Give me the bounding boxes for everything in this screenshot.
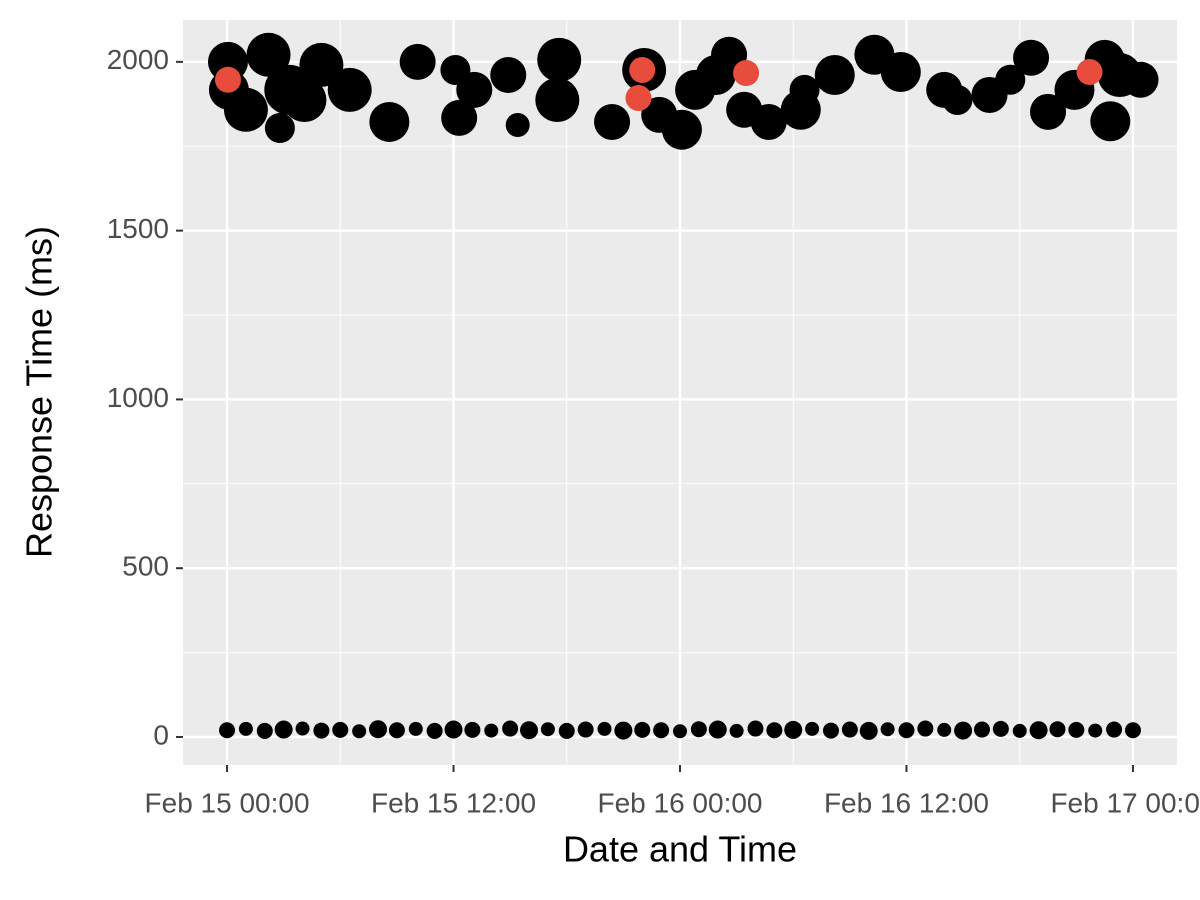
point	[942, 85, 973, 116]
point	[954, 721, 973, 740]
y-tick-label: 500	[122, 551, 169, 582]
point	[814, 55, 855, 96]
y-axis-title: Response Time (ms)	[19, 226, 60, 558]
point	[327, 67, 372, 112]
point	[973, 721, 990, 738]
point	[444, 720, 463, 739]
y-tick-label: 1500	[107, 213, 169, 244]
point	[789, 74, 820, 105]
point	[673, 724, 687, 739]
point	[558, 722, 575, 739]
point	[992, 720, 1009, 737]
point	[1013, 39, 1050, 76]
marks	[207, 32, 1159, 740]
point	[937, 722, 952, 737]
point	[1076, 58, 1103, 85]
point	[614, 721, 633, 740]
point	[223, 87, 268, 132]
point	[219, 722, 236, 739]
point	[1049, 721, 1066, 738]
point	[505, 112, 530, 137]
point	[535, 78, 580, 123]
point	[238, 721, 253, 736]
point	[352, 724, 367, 739]
point	[1090, 101, 1131, 142]
point	[859, 721, 878, 740]
point	[332, 721, 349, 738]
point	[1106, 721, 1123, 738]
point	[441, 99, 478, 136]
point	[880, 722, 895, 737]
point	[399, 43, 436, 80]
point	[1088, 723, 1103, 738]
x-tick-label: Feb 16 12:00	[824, 787, 989, 818]
point	[1012, 723, 1027, 738]
point	[750, 103, 787, 140]
point	[537, 37, 582, 82]
axes: 0 500 1000 1500 2000 Feb 15 00:00 Feb 15 12:00…	[107, 44, 1200, 818]
y-tick-label: 0	[153, 719, 169, 750]
point	[369, 101, 410, 142]
y-tick-label: 2000	[107, 44, 169, 75]
point	[577, 721, 594, 738]
point	[594, 103, 631, 140]
point	[282, 78, 327, 123]
point	[426, 722, 443, 739]
point	[747, 720, 764, 737]
point	[653, 722, 670, 739]
point	[313, 722, 330, 739]
point	[264, 113, 295, 144]
x-tick-label: Feb 16 00:00	[597, 787, 762, 818]
point	[464, 721, 481, 738]
point	[1029, 721, 1048, 740]
point	[540, 722, 555, 737]
grid	[183, 20, 1177, 765]
x-tick-label: Feb 15 00:00	[145, 787, 310, 818]
point	[256, 722, 273, 739]
point	[408, 721, 423, 736]
point	[520, 721, 539, 740]
point	[995, 64, 1026, 95]
point	[1030, 93, 1067, 130]
point	[841, 721, 858, 738]
point	[898, 722, 915, 739]
point	[822, 722, 839, 739]
point	[369, 720, 388, 739]
point	[295, 721, 310, 736]
point	[917, 720, 934, 737]
point	[880, 51, 921, 92]
x-tick-label: Feb 17 00:00	[1050, 787, 1200, 818]
point	[625, 84, 652, 111]
point	[634, 721, 651, 738]
point	[1068, 721, 1085, 738]
point	[388, 722, 405, 739]
point	[597, 721, 612, 736]
point	[274, 720, 293, 739]
y-tick-label: 1000	[107, 382, 169, 413]
point	[805, 721, 820, 736]
point	[1124, 722, 1141, 739]
point	[661, 109, 702, 150]
x-tick-label: Feb 15 12:00	[371, 787, 536, 818]
point	[1122, 61, 1159, 98]
point	[490, 57, 527, 94]
point	[629, 56, 656, 83]
point	[708, 720, 727, 739]
point	[733, 59, 760, 86]
point	[690, 721, 707, 738]
point	[299, 42, 344, 87]
point	[484, 723, 499, 738]
point	[502, 720, 519, 737]
point	[766, 722, 783, 739]
point	[784, 720, 803, 739]
point	[246, 32, 291, 77]
x-axis-title: Date and Time	[563, 829, 797, 870]
point	[214, 66, 241, 93]
point	[729, 723, 744, 738]
point	[456, 71, 493, 108]
